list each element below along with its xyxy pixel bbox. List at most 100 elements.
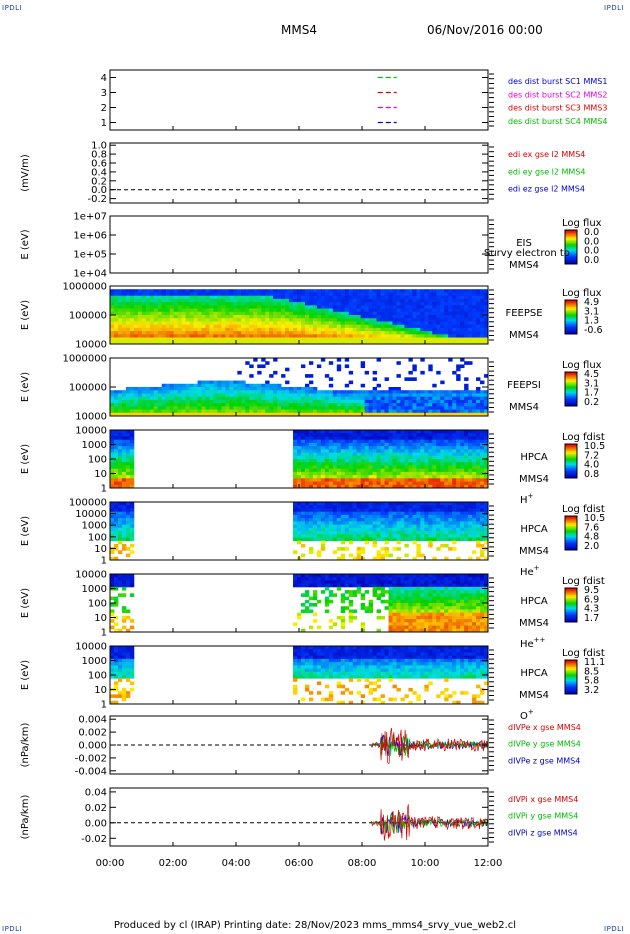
heatmap-cell — [344, 508, 350, 513]
heatmap-cell — [121, 619, 127, 623]
heatmap-cell — [340, 318, 346, 322]
heatmap-cell — [484, 396, 489, 401]
heatmap-cell — [468, 481, 473, 486]
heatmap-cell — [384, 505, 389, 509]
heatmap-cell — [300, 478, 306, 482]
colorbar-cell — [565, 538, 577, 541]
heatmap-cell — [121, 609, 127, 614]
heatmap-cell — [125, 511, 131, 516]
colorbar-cell — [565, 245, 577, 248]
heatmap-cell — [328, 439, 334, 444]
heatmap-cell — [464, 531, 469, 535]
heatmap-cell — [416, 430, 421, 434]
heatmap-cell — [360, 412, 366, 417]
heatmap-cell — [404, 412, 409, 417]
heatmap-cell — [169, 298, 175, 303]
heatmap-cell — [308, 583, 314, 588]
heatmap-cell — [277, 289, 282, 293]
heatmap-cell — [217, 396, 222, 401]
heatmap-cell — [117, 521, 123, 525]
heatmap-cell — [344, 406, 350, 410]
heatmap-cell — [356, 406, 362, 410]
heatmap-cell — [392, 534, 397, 538]
heatmap-cell — [197, 393, 202, 398]
heatmap-cell — [432, 308, 437, 313]
heatmap-cell — [388, 596, 393, 601]
heatmap-cell — [225, 308, 230, 313]
colorbar-cell — [565, 458, 577, 460]
heatmap-cell — [428, 543, 433, 548]
heatmap-cell — [253, 409, 258, 414]
heatmap-cell — [332, 521, 338, 525]
heatmap-cell — [404, 292, 409, 297]
colorbar-cell — [565, 390, 577, 393]
heatmap-cell — [121, 577, 127, 581]
heatmap-cell — [312, 514, 318, 519]
heatmap-cell — [300, 390, 306, 394]
heatmap-cell — [408, 324, 413, 329]
heatmap-cell — [464, 390, 469, 394]
heatmap-cell — [368, 406, 374, 410]
heatmap-cell — [352, 574, 358, 578]
heatmap-cell — [137, 334, 143, 338]
heatmap-cell — [213, 305, 218, 309]
heatmap-cell — [416, 399, 421, 404]
heatmap-cell — [213, 393, 218, 398]
panel-edi-e — [109, 142, 494, 204]
heatmap-cell — [468, 292, 473, 297]
heatmap-cell — [328, 409, 334, 414]
heatmap-cell — [356, 518, 362, 522]
heatmap-cell — [177, 406, 183, 410]
heatmap-cell — [344, 295, 350, 300]
heatmap-cell — [201, 318, 206, 322]
heatmap-cell — [233, 324, 238, 329]
heatmap-cell — [384, 409, 389, 414]
heatmap-cell — [420, 478, 425, 482]
heatmap-cell — [412, 399, 417, 404]
heatmap-cell — [424, 439, 429, 444]
heatmap-cell — [233, 403, 238, 407]
heatmap-cell — [472, 471, 477, 476]
heatmap-cell — [420, 531, 425, 535]
heatmap-cell — [285, 331, 290, 335]
heatmap-cell — [372, 537, 377, 542]
heatmap-cell — [137, 387, 143, 391]
heatmap-cell — [432, 327, 437, 332]
heatmap-cell — [448, 508, 453, 513]
heatmap-cell — [384, 311, 389, 316]
heatmap-cell — [113, 399, 119, 404]
heatmap-cell — [281, 337, 286, 342]
heatmap-cell — [121, 331, 127, 335]
heatmap-cell — [177, 311, 183, 316]
heatmap-cell — [245, 387, 250, 391]
heatmap-cell — [297, 390, 302, 394]
heatmap-cell — [404, 327, 409, 332]
heatmap-cell — [424, 502, 429, 506]
heatmap-cell — [277, 387, 282, 391]
heatmap-cell — [153, 390, 159, 394]
heatmap-cell — [480, 340, 485, 345]
heatmap-cell — [416, 465, 421, 470]
heatmap-cell — [213, 334, 218, 338]
heatmap-cell — [368, 433, 374, 437]
heatmap-cell — [300, 609, 306, 614]
heatmap-cell — [452, 433, 457, 437]
heatmap-cell — [468, 514, 473, 519]
heatmap-cell — [352, 481, 358, 486]
heatmap-cell — [364, 436, 370, 441]
heatmap-cell — [320, 412, 326, 417]
heatmap-cell — [416, 308, 421, 313]
colorbar-cell — [565, 523, 577, 525]
heatmap-cell — [448, 292, 453, 297]
heatmap-cell — [177, 318, 183, 322]
heatmap-cell — [348, 442, 354, 447]
heatmap-cell — [110, 305, 115, 309]
heatmap-cell — [316, 527, 322, 532]
heatmap-cell — [225, 311, 230, 316]
heatmap-cell — [364, 478, 370, 482]
heatmap-cell — [320, 446, 326, 450]
heatmap-cell — [304, 502, 310, 506]
heatmap-cell — [392, 465, 397, 470]
heatmap-cell — [336, 547, 342, 551]
heatmap-cell — [384, 439, 389, 444]
